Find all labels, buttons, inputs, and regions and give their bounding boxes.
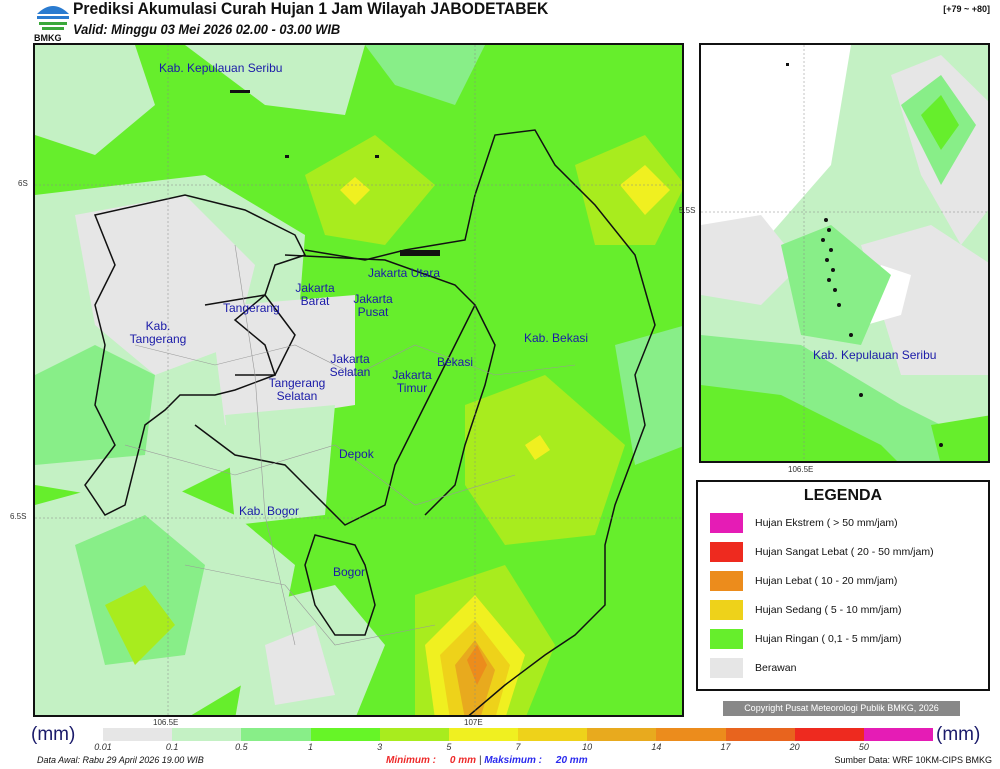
legend-item-light: Hujan Ringan ( 0,1 - 5 mm/jam) xyxy=(710,629,901,649)
inset-lon-tick: 106.5E xyxy=(788,465,814,474)
region-label: Jakarta Utara xyxy=(368,266,441,280)
logo-text: BMKG xyxy=(34,33,62,43)
min-label: Minimum : xyxy=(386,755,436,766)
colorbar-label: 0.01 xyxy=(94,742,112,752)
unit-left: (mm) xyxy=(31,724,76,745)
region-label: Kab. Tangerang xyxy=(129,319,187,346)
copyright: Copyright Pusat Meteorologi Publik BMKG,… xyxy=(723,701,960,716)
lat-tick: 6S xyxy=(18,179,28,188)
max-label: Maksimum : xyxy=(484,755,542,766)
legend-swatch xyxy=(710,542,743,562)
unit-right: (mm) xyxy=(936,724,981,745)
legend-label: Berawan xyxy=(755,662,797,674)
legend-label: Hujan Sedang ( 5 - 10 mm/jam) xyxy=(755,604,902,616)
forecast-range: [+79 ~ +80] xyxy=(943,4,990,14)
colorbar-segment xyxy=(518,728,588,741)
legend-swatch xyxy=(710,629,743,649)
region-label: Kab. Kepulauan Seribu xyxy=(159,61,283,75)
valid-time: Valid: Minggu 03 Mei 2026 02.00 - 03.00 … xyxy=(73,21,341,37)
legend-label: Hujan Sangat Lebat ( 20 - 50 mm/jam) xyxy=(755,546,934,558)
legend-title: LEGENDA xyxy=(803,487,883,504)
region-label: Bogor xyxy=(333,565,366,579)
colorbar-label: 50 xyxy=(858,742,869,752)
region-label: Tangerang Selatan xyxy=(268,376,326,403)
colorbar-label: 10 xyxy=(582,742,593,752)
colorbar-segment xyxy=(103,728,173,741)
rainfall-field xyxy=(35,45,682,715)
region-label: Bekasi xyxy=(437,355,474,369)
region-label: Depok xyxy=(339,447,374,461)
legend-item-extreme: Hujan Ekstrem ( > 50 mm/jam) xyxy=(710,513,898,533)
colorbar-segment xyxy=(656,728,726,741)
region-label: Kab. Bekasi xyxy=(524,331,589,345)
colorbar-segment xyxy=(448,728,519,741)
lon-tick: 106.5E xyxy=(153,718,179,727)
legend-swatch xyxy=(710,571,743,591)
inset-rainfall-field xyxy=(701,45,988,461)
legend-label: Hujan Ekstrem ( > 50 mm/jam) xyxy=(755,517,898,529)
colorbar-label: 0.5 xyxy=(235,742,248,752)
legend-label: Hujan Lebat ( 10 - 20 mm/jam) xyxy=(755,575,898,587)
legend-swatch xyxy=(710,513,743,533)
legend-item-moderate: Hujan Sedang ( 5 - 10 mm/jam) xyxy=(710,600,901,620)
page-title: Prediksi Akumulasi Curah Hujan 1 Jam Wil… xyxy=(73,0,549,18)
region-label: Tangerang xyxy=(223,301,280,315)
legend: LEGENDA Hujan Ekstrem ( > 50 mm/jam) Huj… xyxy=(696,480,990,691)
colorbar-label: 1 xyxy=(307,742,314,752)
legend-swatch xyxy=(710,658,743,678)
colorbar-segment xyxy=(172,728,242,741)
inset-region-label: Kab. Kepulauan Seribu xyxy=(813,348,937,362)
inset-map[interactable]: Kab. Kepulauan Seribu xyxy=(699,43,990,463)
main-map[interactable]: Kab. Kepulauan Seribu Jakarta Utara Jaka… xyxy=(33,43,684,717)
colorbar-label: 14 xyxy=(651,742,662,752)
min-value: 0 mm xyxy=(449,755,477,766)
colorbar-segment xyxy=(379,728,449,741)
min-max: Minimum : 0 mm | Maksimum : 20 mm xyxy=(386,755,588,766)
colorbar-label: 3 xyxy=(377,742,383,752)
colorbar-segment xyxy=(310,728,380,741)
bmkg-logo xyxy=(37,6,69,30)
colorbar-label: 20 xyxy=(789,742,800,752)
legend-item-heavy: Hujan Lebat ( 10 - 20 mm/jam) xyxy=(710,571,897,591)
colorbar-label: 17 xyxy=(720,742,731,752)
region-label: Kab. Bogor xyxy=(239,504,300,518)
colorbar-segment xyxy=(241,728,311,741)
colorbar-label: 5 xyxy=(446,742,452,752)
legend-swatch xyxy=(710,600,743,620)
lon-tick: 107E xyxy=(464,718,483,727)
region-label: Jakarta Timur xyxy=(392,368,432,395)
legend-item-cloudy: Berawan xyxy=(710,658,796,678)
colorbar-label: 0.1 xyxy=(165,742,179,752)
colorbar-label: 7 xyxy=(515,742,521,752)
lat-tick: 6.5S xyxy=(10,512,27,521)
max-value: 20 mm xyxy=(555,755,588,766)
colorbar-segment xyxy=(794,728,864,741)
legend-item-very-heavy: Hujan Sangat Lebat ( 20 - 50 mm/jam) xyxy=(710,542,934,562)
inset-lat-tick: 5.5S xyxy=(679,206,696,215)
region-label: Jakarta Selatan xyxy=(329,352,371,379)
colorbar-segment xyxy=(725,728,795,741)
region-label: Jakarta Barat xyxy=(295,281,335,308)
data-awal: Data Awal: Rabu 29 April 2026 19.00 WIB xyxy=(37,755,204,765)
legend-label: Hujan Ringan ( 0,1 - 5 mm/jam) xyxy=(755,633,902,645)
colorbar-segment xyxy=(863,728,934,741)
colorbar-segment xyxy=(587,728,657,741)
colorbar xyxy=(103,728,934,741)
data-source: Sumber Data: WRF 10KM-CIPS BMKG xyxy=(834,755,992,765)
region-label: Jakarta Pusat xyxy=(353,292,393,319)
